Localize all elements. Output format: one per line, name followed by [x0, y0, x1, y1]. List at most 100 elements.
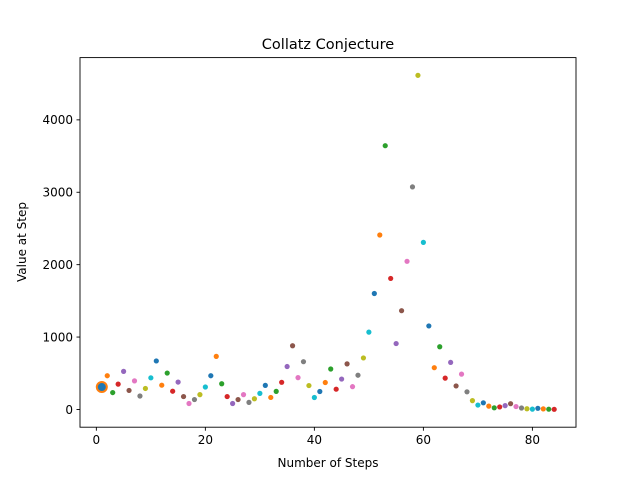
data-point [333, 386, 339, 392]
x-axis-ticks: 0 20 40 60 80 [93, 427, 540, 447]
data-point [415, 72, 421, 78]
data-point [273, 388, 279, 394]
data-point [300, 359, 307, 365]
data-point [426, 323, 432, 329]
data-point [137, 393, 143, 399]
y-tick-label: 2000 [42, 258, 73, 272]
data-point [289, 343, 296, 349]
data-point [131, 378, 138, 384]
y-tick-label: 0 [65, 403, 73, 417]
data-point [197, 392, 203, 398]
data-point [110, 389, 116, 396]
data-point [164, 370, 170, 376]
data-point [224, 393, 230, 400]
data-point [524, 406, 530, 412]
data-point [246, 399, 252, 405]
x-tick-label: 80 [525, 433, 540, 447]
x-tick-label: 60 [416, 433, 431, 447]
data-point [328, 366, 334, 372]
data-point [480, 400, 486, 406]
data-point [518, 405, 525, 411]
data-point [442, 375, 448, 381]
data-point [409, 184, 416, 190]
data-point [507, 401, 514, 407]
data-point [371, 290, 377, 297]
data-point [240, 392, 247, 398]
data-point [398, 308, 405, 314]
data-point [388, 275, 394, 282]
data-point [306, 382, 312, 389]
x-tick-label: 20 [198, 433, 213, 447]
data-point [279, 379, 285, 385]
data-point [404, 258, 410, 264]
data-point [540, 406, 546, 412]
y-tick-label: 4000 [42, 113, 73, 127]
data-point [153, 358, 159, 364]
data-point [551, 406, 557, 412]
data-point [377, 232, 383, 238]
data-point [464, 389, 470, 395]
y-axis-ticks: 0 1000 2000 3000 4000 [42, 113, 80, 417]
data-point [355, 372, 361, 378]
data-point [491, 405, 497, 411]
data-point [546, 406, 552, 412]
data-point [486, 403, 492, 409]
data-point [175, 379, 181, 385]
data-point [268, 394, 274, 401]
plot-frame [79, 57, 577, 428]
data-point [529, 406, 535, 412]
data-point [235, 396, 241, 403]
data-point [99, 384, 105, 390]
data-point [453, 383, 459, 389]
data-point [311, 394, 317, 401]
data-point [230, 400, 236, 407]
data-point [126, 387, 132, 394]
data-point [535, 405, 541, 411]
data-point [159, 382, 165, 388]
data-point [393, 340, 399, 347]
data-point [497, 404, 503, 410]
data-point [191, 396, 198, 403]
chart-title: Collatz Conjecture [262, 37, 394, 53]
data-point [502, 403, 508, 409]
data-point [322, 379, 328, 386]
data-point [219, 381, 225, 387]
data-point [339, 376, 345, 382]
data-point [148, 375, 154, 381]
data-point [475, 402, 481, 408]
y-tick-label: 1000 [42, 330, 73, 344]
data-point [382, 143, 388, 149]
data-point [104, 373, 110, 379]
data-point [208, 373, 214, 379]
data-point [437, 344, 443, 350]
data-point [257, 390, 263, 396]
y-tick-label: 3000 [42, 186, 73, 200]
data-point [317, 388, 323, 395]
data-point [420, 239, 426, 245]
data-point [513, 403, 519, 410]
y-axis-label: Value at Step [15, 202, 29, 282]
data-point [469, 398, 476, 404]
data-point [431, 365, 437, 371]
data-point [251, 396, 258, 402]
data-point [458, 371, 465, 377]
data-point [170, 388, 176, 394]
data-point [448, 359, 454, 366]
data-points [95, 72, 557, 412]
data-point [115, 381, 121, 387]
data-point [186, 400, 192, 407]
data-point [213, 353, 219, 359]
data-point [360, 355, 367, 361]
x-tick-label: 40 [307, 433, 322, 447]
data-point [349, 384, 356, 390]
x-axis-label: Number of Steps [278, 456, 379, 470]
data-point [180, 393, 187, 400]
data-point [142, 385, 149, 392]
x-tick-label: 0 [93, 433, 101, 447]
data-point [202, 384, 208, 390]
data-point [262, 382, 268, 388]
data-point [121, 368, 127, 374]
data-point [284, 363, 290, 370]
